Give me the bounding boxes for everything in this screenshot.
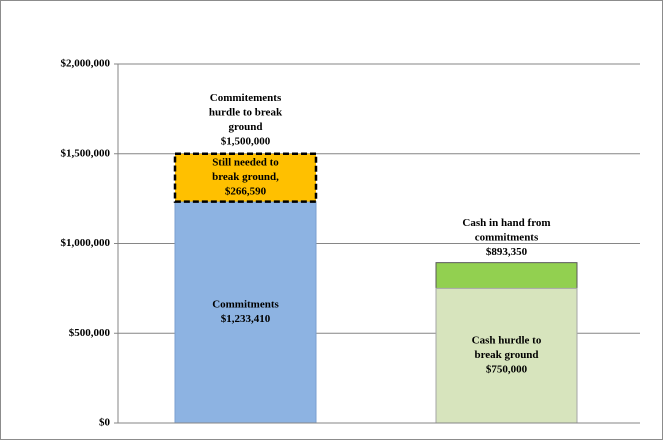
annotation-label: Commitements — [210, 92, 282, 104]
bar-segment — [173, 152, 318, 203]
segment-label: commitments — [475, 232, 539, 244]
segment-value-label: $266,590 — [225, 186, 267, 198]
y-tick-label: $2,000,000 — [61, 58, 111, 70]
annotation-label: hurdle to break — [209, 106, 283, 118]
segment-label: Cash in hand from — [462, 217, 550, 229]
annotation-label: ground — [228, 121, 262, 133]
segment-label: Still needed to — [212, 157, 279, 169]
segment-value-label: $893,350 — [486, 246, 528, 258]
bar-segment — [174, 201, 317, 424]
segment-value-label: $750,000 — [486, 364, 528, 376]
bar-segment — [435, 287, 578, 424]
segment-label: Commitments — [212, 299, 279, 311]
y-tick-label: $500,000 — [69, 327, 111, 339]
y-tick-label: $0 — [99, 417, 111, 429]
segment-label: break ground — [474, 349, 538, 361]
annotation-value-label: $1,500,000 — [221, 135, 271, 147]
y-tick-label: $1,000,000 — [61, 237, 111, 249]
segment-label: break ground, — [212, 171, 279, 183]
segment-label: Cash hurdle to — [472, 335, 542, 347]
segment-value-label: $1,233,410 — [221, 313, 271, 325]
y-tick-label: $1,500,000 — [61, 147, 111, 159]
